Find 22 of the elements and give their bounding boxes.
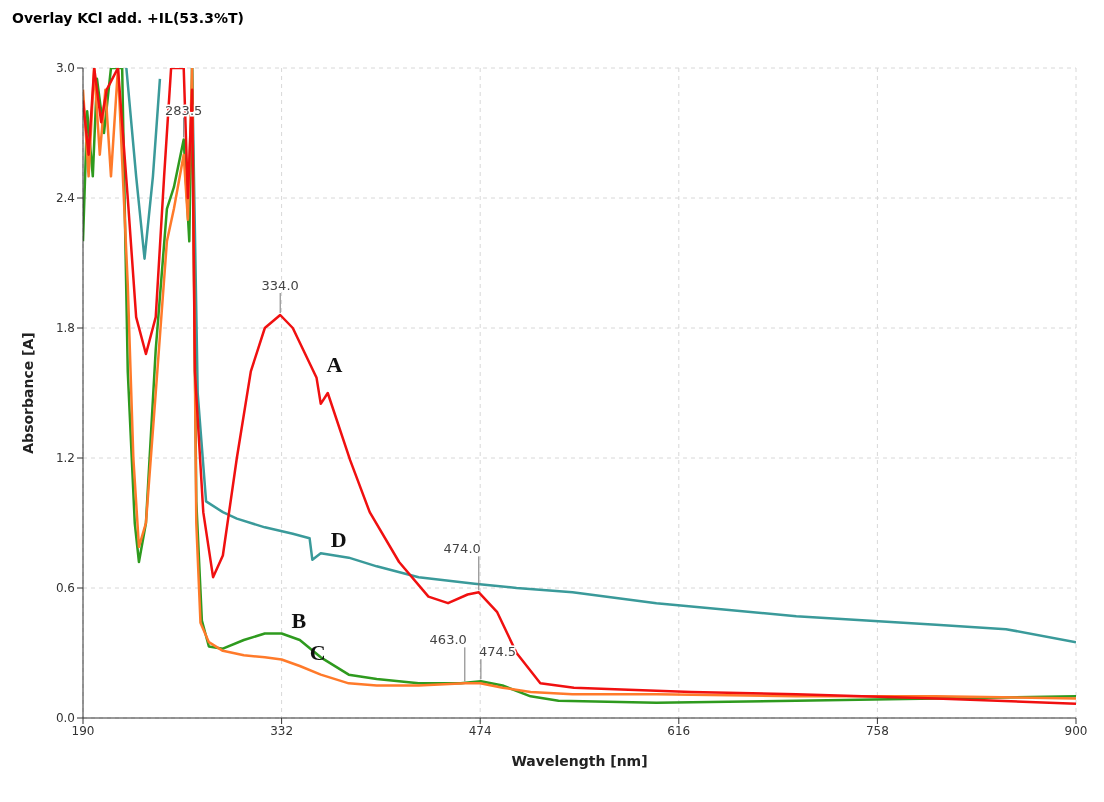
y-tick-label: 2.4 bbox=[55, 191, 75, 206]
x-tick-label: 190 bbox=[71, 723, 95, 738]
y-tick-label: 0.0 bbox=[55, 711, 75, 726]
x-tick-label: 474 bbox=[468, 723, 492, 738]
annotation: 334.0 bbox=[261, 278, 299, 293]
y-tick-label: 0.6 bbox=[55, 581, 75, 596]
chart-title: Overlay KCl add. +IL(53.3%T) bbox=[11, 9, 245, 28]
annotation: 474.0 bbox=[443, 541, 481, 557]
x-tick-label: 332 bbox=[270, 723, 294, 738]
annotation: B bbox=[291, 607, 307, 633]
annotation: A bbox=[326, 351, 343, 377]
y-axis-title: Absorbance [A] bbox=[19, 332, 36, 454]
y-tick-label: 1.8 bbox=[55, 321, 75, 336]
x-axis-title: Wavelength [nm] bbox=[511, 753, 648, 769]
x-tick-label: 758 bbox=[865, 723, 889, 738]
annotation: 474.5 bbox=[478, 644, 517, 660]
annotation: D bbox=[330, 527, 347, 553]
y-tick-label: 1.2 bbox=[55, 451, 75, 466]
x-tick-label: 616 bbox=[667, 723, 691, 738]
y-tick-label: 3.0 bbox=[55, 61, 75, 76]
x-tick-label: 900 bbox=[1064, 723, 1088, 738]
annotation: 463.0 bbox=[429, 632, 467, 648]
